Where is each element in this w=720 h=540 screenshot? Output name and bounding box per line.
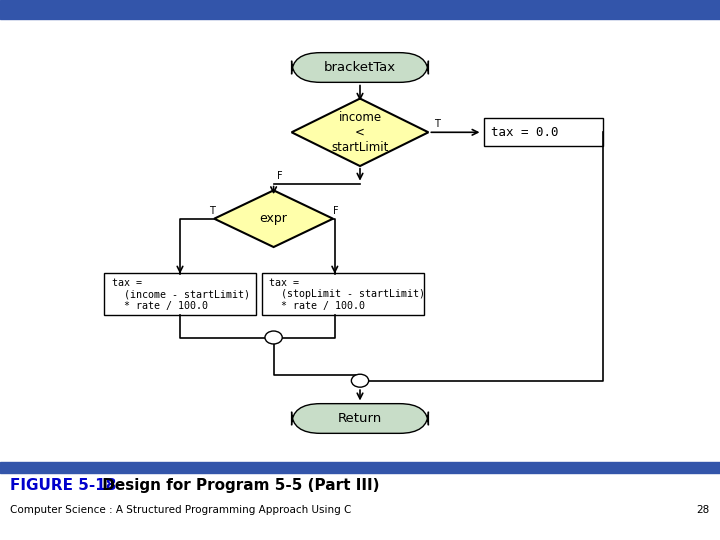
Bar bbox=[0, 462, 720, 465]
FancyBboxPatch shape bbox=[292, 52, 428, 82]
Text: bracketTax: bracketTax bbox=[324, 61, 396, 74]
Circle shape bbox=[265, 331, 282, 344]
Text: Return: Return bbox=[338, 412, 382, 425]
Text: T: T bbox=[434, 118, 440, 129]
Text: tax =
  (income - startLimit)
  * rate / 100.0: tax = (income - startLimit) * rate / 100… bbox=[112, 278, 250, 311]
Bar bbox=[104, 273, 256, 315]
FancyBboxPatch shape bbox=[292, 404, 428, 433]
Bar bbox=[484, 118, 603, 146]
Text: FIGURE 5-18: FIGURE 5-18 bbox=[10, 478, 117, 493]
Bar bbox=[0, 465, 720, 472]
Text: T: T bbox=[209, 206, 215, 216]
Text: tax =
  (stopLimit - startLimit)
  * rate / 100.0: tax = (stopLimit - startLimit) * rate / … bbox=[269, 278, 425, 311]
Text: Design for Program 5-5 (Part III): Design for Program 5-5 (Part III) bbox=[97, 478, 379, 493]
Polygon shape bbox=[215, 191, 333, 247]
Circle shape bbox=[351, 374, 369, 387]
Text: expr: expr bbox=[260, 212, 287, 225]
Polygon shape bbox=[292, 98, 428, 166]
Text: F: F bbox=[277, 171, 283, 181]
Text: income
<
startLimit: income < startLimit bbox=[331, 111, 389, 154]
Text: tax = 0.0: tax = 0.0 bbox=[491, 126, 559, 139]
Text: F: F bbox=[333, 206, 338, 216]
Bar bbox=[0, 0, 720, 19]
Text: 28: 28 bbox=[697, 505, 710, 515]
Bar bbox=[262, 273, 423, 315]
Text: Computer Science : A Structured Programming Approach Using C: Computer Science : A Structured Programm… bbox=[10, 505, 351, 515]
